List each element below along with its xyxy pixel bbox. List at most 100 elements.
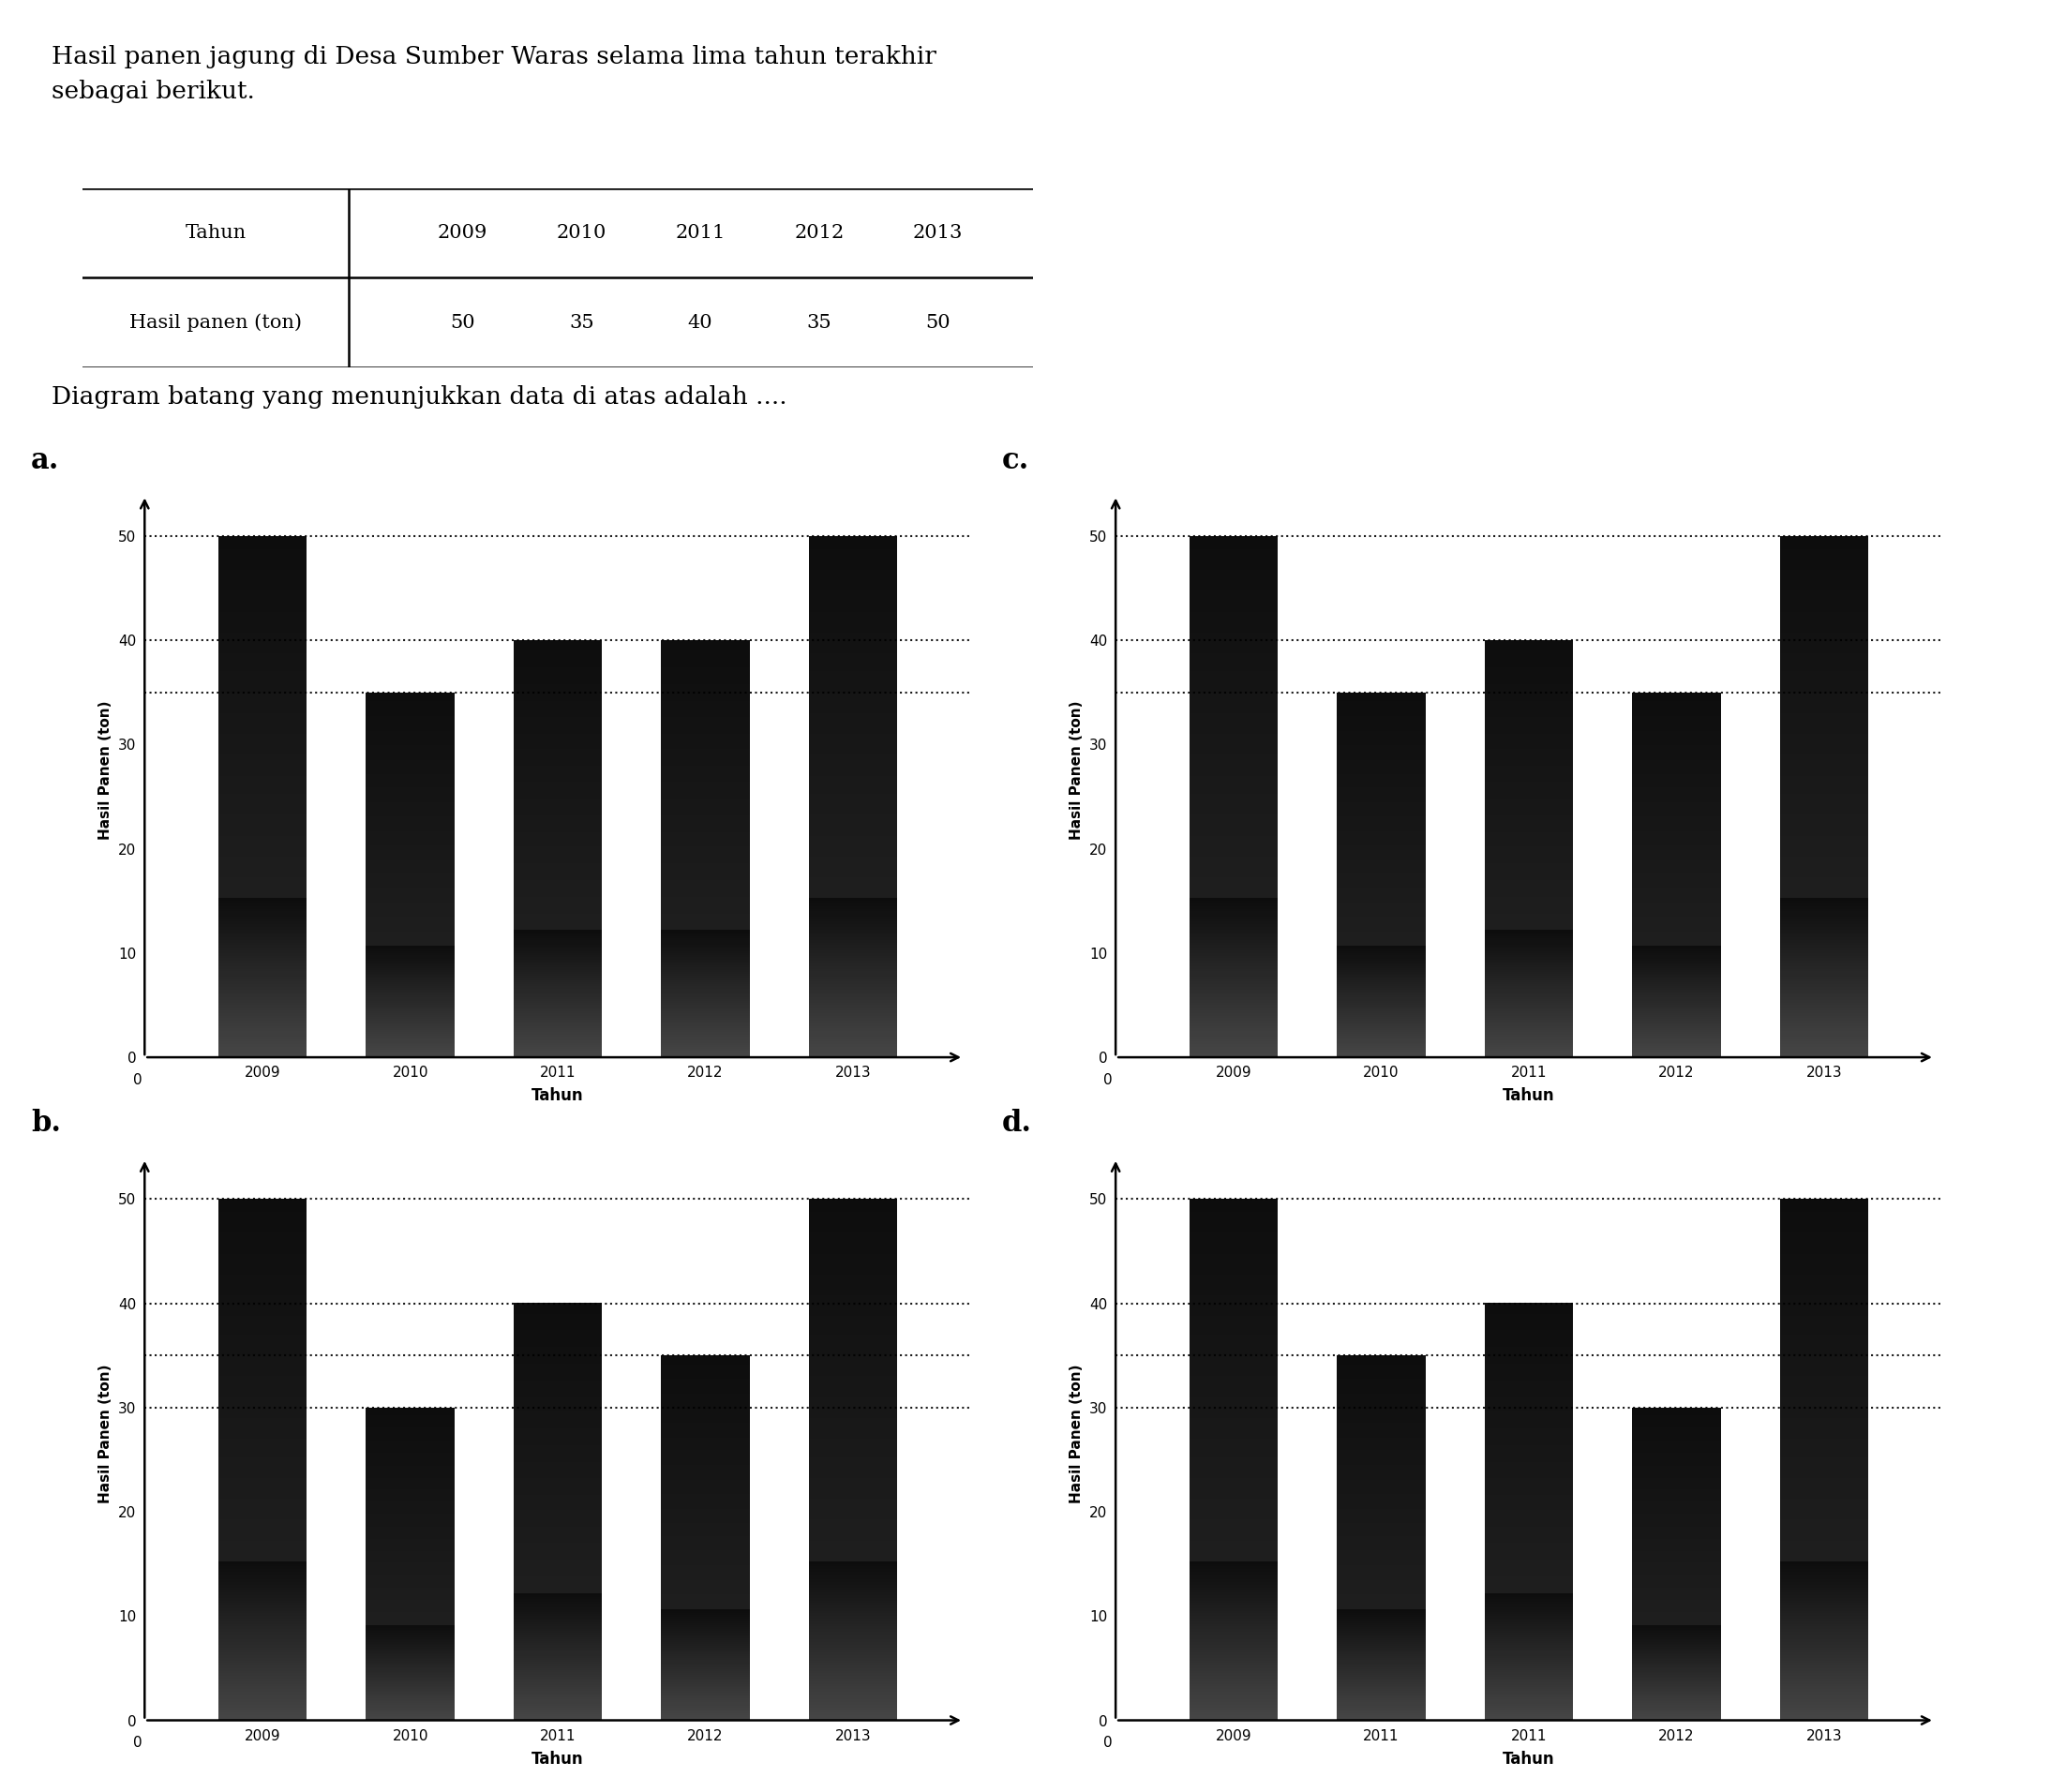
Bar xyxy=(1190,830,1279,833)
Bar xyxy=(1779,1554,1868,1555)
Bar xyxy=(219,1426,308,1428)
Bar xyxy=(661,905,750,907)
Bar xyxy=(514,1462,601,1464)
Bar xyxy=(808,1029,897,1030)
Bar xyxy=(1337,1448,1426,1450)
Bar xyxy=(1632,701,1721,702)
Bar xyxy=(366,848,455,849)
Bar xyxy=(1485,1593,1572,1595)
Bar xyxy=(1190,548,1279,552)
Bar xyxy=(661,1505,750,1507)
Bar xyxy=(514,704,601,708)
Bar xyxy=(1190,1045,1279,1047)
Bar xyxy=(1485,771,1572,774)
Bar xyxy=(1337,1507,1426,1509)
Bar xyxy=(1337,928,1426,930)
Bar xyxy=(1779,1041,1868,1045)
Bar xyxy=(808,1613,897,1616)
Bar xyxy=(808,1417,897,1421)
Bar xyxy=(808,674,897,677)
Bar xyxy=(1190,697,1279,701)
Bar xyxy=(1337,726,1426,728)
Bar xyxy=(1190,1559,1279,1561)
Bar xyxy=(1337,805,1426,808)
Bar xyxy=(514,1546,601,1550)
Bar xyxy=(661,1383,750,1385)
Bar xyxy=(808,1636,897,1640)
Bar xyxy=(1779,652,1868,656)
Bar xyxy=(1485,642,1572,645)
Bar xyxy=(1485,842,1572,844)
Bar xyxy=(366,774,455,776)
Bar xyxy=(661,1412,750,1414)
Bar xyxy=(1632,952,1721,953)
Bar xyxy=(1190,892,1279,896)
Bar xyxy=(1779,909,1868,912)
Bar xyxy=(1337,1564,1426,1566)
Bar xyxy=(1632,728,1721,729)
Bar xyxy=(219,672,308,674)
Bar xyxy=(1779,1541,1868,1543)
Bar xyxy=(661,971,750,973)
Bar xyxy=(1485,1471,1572,1475)
Bar xyxy=(1485,1640,1572,1641)
Bar xyxy=(1485,1695,1572,1697)
Bar xyxy=(1337,769,1426,771)
Bar xyxy=(219,891,308,892)
Bar xyxy=(1485,948,1572,952)
Bar xyxy=(514,774,601,776)
Bar xyxy=(1337,1636,1426,1638)
Bar xyxy=(661,1688,750,1690)
Bar xyxy=(514,966,601,968)
Bar xyxy=(1337,1559,1426,1561)
Bar xyxy=(661,1385,750,1387)
Bar xyxy=(219,729,308,731)
Bar xyxy=(1779,667,1868,668)
Bar xyxy=(219,993,308,995)
Bar xyxy=(1779,624,1868,627)
Bar xyxy=(808,1364,897,1366)
Bar xyxy=(1337,839,1426,840)
Bar xyxy=(1190,713,1279,715)
Bar xyxy=(808,1708,897,1710)
Bar xyxy=(1485,647,1572,649)
Bar xyxy=(1485,717,1572,719)
Bar xyxy=(808,1401,897,1405)
Bar xyxy=(661,1593,750,1595)
Bar xyxy=(1190,1428,1279,1432)
Bar xyxy=(1779,1297,1868,1301)
Bar xyxy=(1337,1706,1426,1708)
Bar xyxy=(661,801,750,803)
Bar xyxy=(808,1496,897,1498)
Bar xyxy=(219,898,308,901)
Bar xyxy=(1779,867,1868,869)
Bar xyxy=(808,1668,897,1670)
Bar xyxy=(661,767,750,769)
Bar xyxy=(514,1502,601,1503)
Bar xyxy=(1485,767,1572,769)
Bar xyxy=(219,1005,308,1007)
Bar xyxy=(514,1516,601,1518)
Bar xyxy=(808,787,897,788)
Bar xyxy=(661,1649,750,1650)
Bar xyxy=(1337,1631,1426,1633)
Bar xyxy=(1190,663,1279,667)
Bar xyxy=(661,1693,750,1695)
Bar xyxy=(366,853,455,855)
Bar xyxy=(514,1362,601,1364)
Bar xyxy=(366,713,455,717)
Bar xyxy=(808,616,897,620)
Bar xyxy=(808,1588,897,1590)
Bar xyxy=(1779,563,1868,564)
Bar xyxy=(1337,797,1426,799)
Bar xyxy=(514,1331,601,1335)
Bar xyxy=(1485,1000,1572,1004)
Bar xyxy=(1779,1312,1868,1314)
Bar xyxy=(1779,1439,1868,1441)
Bar xyxy=(1190,767,1279,771)
Bar xyxy=(661,1425,750,1426)
Bar xyxy=(1190,1410,1279,1412)
Bar xyxy=(514,685,601,686)
Bar xyxy=(1337,894,1426,896)
Bar xyxy=(1337,1616,1426,1618)
